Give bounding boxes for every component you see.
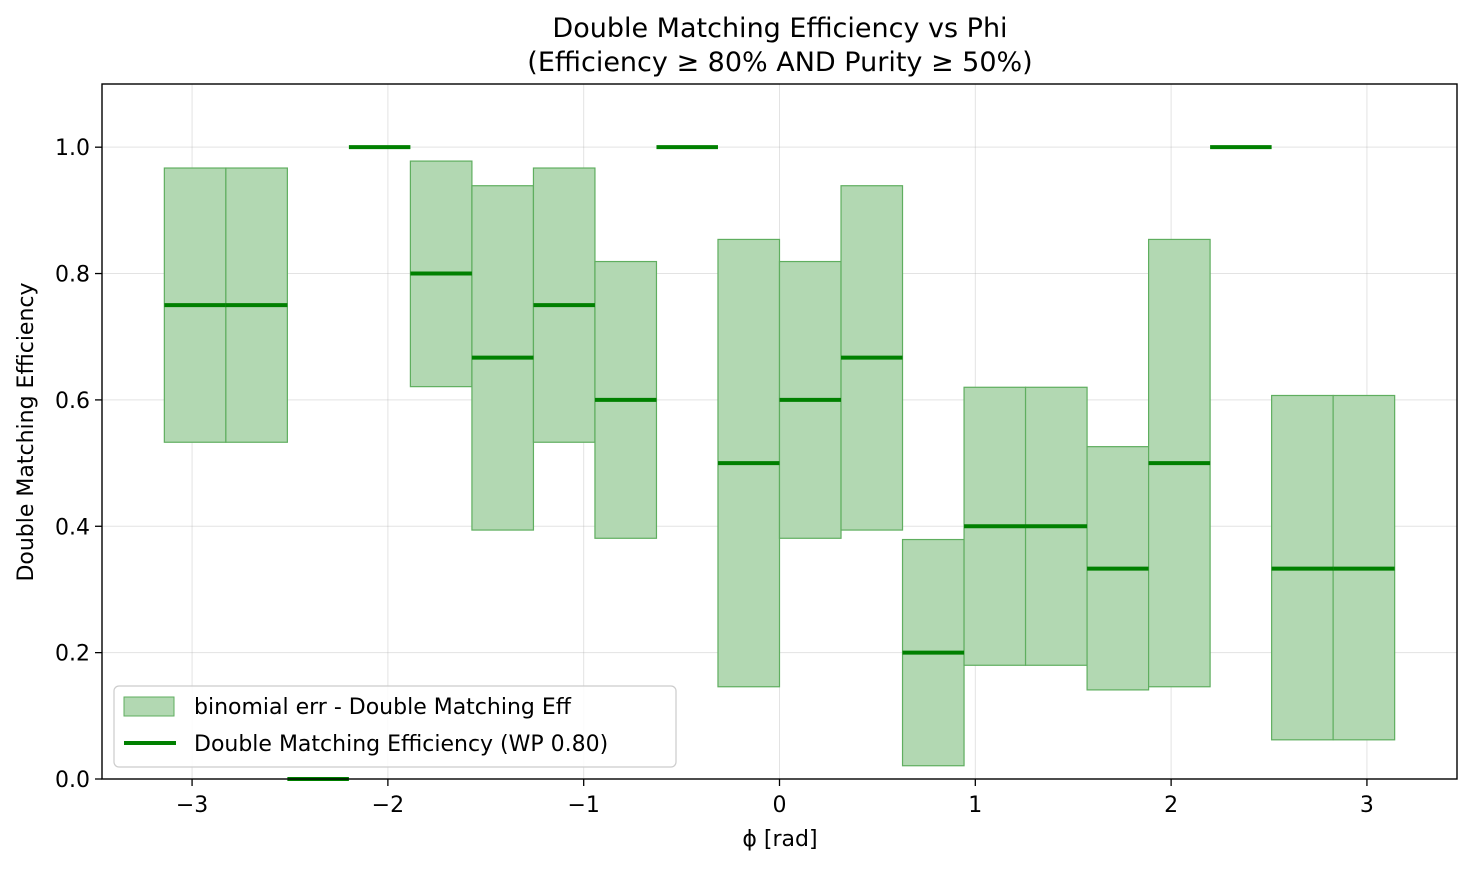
x-axis-label: ϕ [rad] xyxy=(742,827,817,852)
legend-swatch-band xyxy=(123,696,175,717)
legend: binomial err - Double Matching Eff Doubl… xyxy=(113,685,677,768)
y-tick-label: 0.0 xyxy=(55,768,90,793)
legend-box xyxy=(113,685,677,768)
y-tick-label: 0.4 xyxy=(55,515,90,540)
legend-label-line: Double Matching Efficiency (WP 0.80) xyxy=(194,732,608,757)
x-tick-label: −1 xyxy=(567,793,599,818)
y-tick-label: 0.8 xyxy=(55,263,90,288)
y-tick-label: 0.2 xyxy=(55,642,90,667)
y-tick-label: 0.6 xyxy=(55,389,90,414)
x-axis-ticks: −3 −2 −1 0 1 2 3 xyxy=(176,779,1374,818)
y-tick-label: 1.0 xyxy=(55,136,90,161)
x-tick-label: 0 xyxy=(773,793,787,818)
y-axis-label: Double Matching Efficiency xyxy=(14,282,39,581)
chart-subtitle: (Efficiency ≥ 80% AND Purity ≥ 50%) xyxy=(527,47,1032,78)
y-axis-ticks: 0.0 0.2 0.4 0.6 0.8 1.0 xyxy=(55,136,102,793)
x-tick-label: −3 xyxy=(176,793,208,818)
x-tick-label: 3 xyxy=(1360,793,1374,818)
chart-title: Double Matching Efficiency vs Phi xyxy=(552,13,1007,44)
x-tick-label: 2 xyxy=(1164,793,1178,818)
x-tick-label: 1 xyxy=(968,793,982,818)
legend-label-band: binomial err - Double Matching Eff xyxy=(194,695,572,720)
x-tick-label: −2 xyxy=(372,793,404,818)
